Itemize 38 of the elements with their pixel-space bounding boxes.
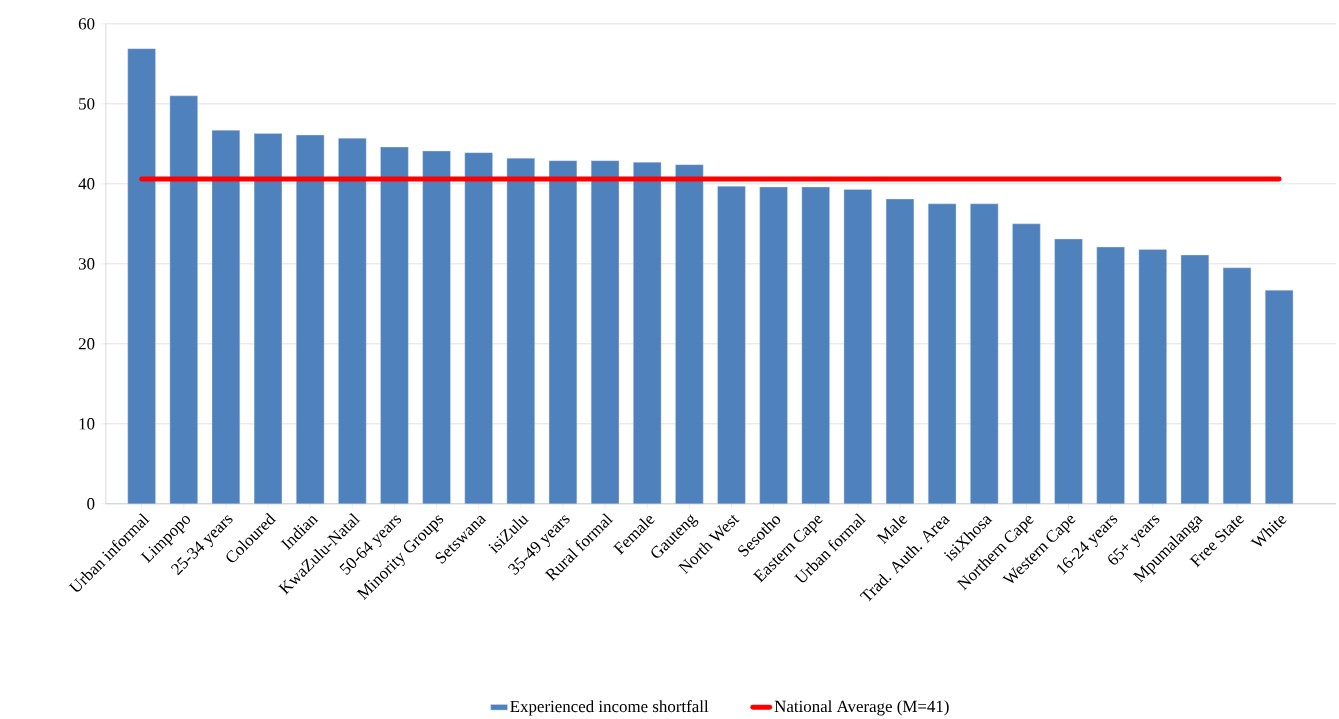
y-tick-label: 10 <box>79 417 95 430</box>
bar <box>127 48 156 504</box>
bar <box>506 157 535 504</box>
bar <box>253 133 283 504</box>
bar <box>1265 289 1294 504</box>
bar <box>1222 267 1252 504</box>
bar <box>211 129 241 504</box>
bar <box>970 203 999 504</box>
y-tick-label: 30 <box>78 257 95 270</box>
bar <box>464 152 493 504</box>
y-tick-label: 40 <box>78 177 95 190</box>
bar <box>1012 223 1041 504</box>
y-tick-label: 0 <box>87 497 95 510</box>
bar <box>801 186 830 504</box>
bar <box>928 203 957 504</box>
x-tick-label: Male <box>876 515 908 545</box>
bar <box>759 186 788 504</box>
bar <box>422 150 451 504</box>
y-tick-label: 20 <box>78 337 95 350</box>
bar <box>885 198 915 504</box>
bar <box>1054 238 1083 504</box>
bar <box>1138 249 1167 504</box>
legend-label: National Average (M=41) <box>774 699 949 716</box>
bar <box>590 160 620 504</box>
bar <box>548 160 578 504</box>
y-tick-label: 50 <box>79 97 95 110</box>
bar <box>296 134 325 504</box>
bar <box>1180 254 1210 504</box>
y-tick-label: 60 <box>78 17 95 30</box>
bar <box>717 185 746 504</box>
bar <box>675 164 704 504</box>
bar <box>380 146 409 504</box>
bar <box>1096 246 1125 504</box>
bar <box>169 95 198 504</box>
bar <box>633 161 662 504</box>
bar <box>338 137 367 504</box>
bar <box>843 189 872 504</box>
legend-label: Experienced income shortfall <box>510 699 709 716</box>
